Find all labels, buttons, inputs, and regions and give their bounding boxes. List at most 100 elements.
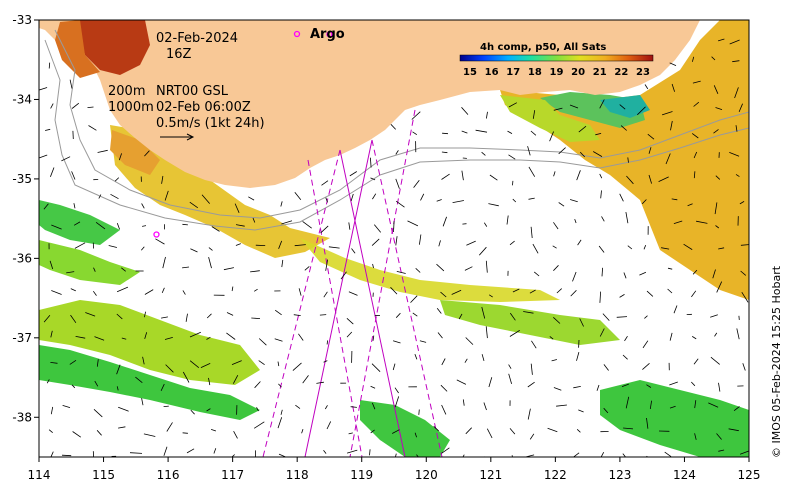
- current-vector: [692, 80, 701, 84]
- sst-patch-southeast-green: [600, 380, 749, 457]
- current-vector: [528, 166, 536, 177]
- current-vector: [483, 402, 487, 411]
- current-vectors: [39, 38, 749, 457]
- current-vector: [461, 107, 469, 115]
- current-vector: [114, 177, 120, 182]
- current-vector: [340, 271, 347, 280]
- current-vector: [441, 404, 447, 415]
- current-vector: [370, 385, 376, 389]
- current-vector: [70, 314, 77, 324]
- colorbar-tick-label: 19: [550, 67, 564, 78]
- colorbar-tick-label: 21: [593, 67, 607, 78]
- sst-patch-cape-orange-edge: [55, 20, 100, 78]
- current-vector: [348, 291, 358, 296]
- current-vector: [458, 313, 463, 320]
- current-vector: [96, 359, 99, 367]
- annotation-product: NRT00 GSL: [156, 84, 229, 99]
- current-vector: [93, 409, 103, 418]
- sst-patch-south-lime: [39, 300, 260, 385]
- current-vector: [667, 288, 673, 294]
- current-vector: [95, 221, 106, 230]
- x-tick-label: 118: [286, 468, 309, 482]
- current-vector: [71, 102, 80, 109]
- current-vector: [694, 400, 697, 409]
- colorbar-tick-label: 23: [636, 67, 650, 78]
- current-vector: [644, 84, 649, 90]
- current-vector: [231, 454, 235, 457]
- current-vector: [324, 405, 328, 410]
- y-tick-label: -37: [12, 331, 32, 345]
- current-vector: [485, 260, 488, 273]
- current-vector: [94, 336, 105, 341]
- x-axis: 114 115 116 117 118 119 120 121 122 123 124 125: [28, 457, 760, 482]
- current-vector: [739, 450, 749, 455]
- current-vector: [734, 87, 739, 99]
- x-tick-label: 119: [350, 468, 373, 482]
- current-vector: [570, 290, 577, 297]
- track-dashed-3: [349, 109, 416, 457]
- current-vector: [392, 363, 396, 371]
- current-vector: [211, 226, 220, 232]
- current-vector: [622, 354, 628, 360]
- current-vector: [226, 312, 234, 316]
- current-vector: [556, 404, 567, 407]
- current-vector: [626, 175, 634, 185]
- current-vector: [661, 111, 673, 116]
- current-vector: [440, 384, 448, 392]
- current-vector: [742, 363, 746, 371]
- x-tick-label: 122: [544, 468, 567, 482]
- track-solid-1: [304, 139, 373, 457]
- current-vector: [50, 103, 54, 109]
- colorbar-tick-label: 22: [614, 67, 628, 78]
- sst-patch-east-yellowgreen: [500, 95, 600, 142]
- current-vector: [206, 408, 211, 412]
- current-vector: [736, 328, 740, 340]
- current-vector: [304, 266, 310, 271]
- annotation-depth-200: 200m: [108, 84, 145, 99]
- current-vector: [412, 312, 418, 317]
- current-vector: [121, 337, 127, 340]
- current-vector: [553, 171, 556, 177]
- current-vector: [75, 336, 86, 339]
- current-vector: [603, 364, 609, 371]
- current-vector: [740, 270, 747, 276]
- current-vector: [694, 456, 695, 457]
- current-vector: [50, 167, 55, 177]
- current-vector: [717, 38, 725, 42]
- current-vector: [462, 399, 465, 406]
- current-vector: [373, 224, 382, 233]
- argo-float-marker: [326, 31, 333, 38]
- current-vector: [625, 212, 629, 224]
- current-vector: [712, 269, 716, 279]
- current-vector: [579, 318, 584, 327]
- current-vector: [93, 267, 96, 272]
- current-vector: [527, 146, 531, 156]
- current-vector: [527, 381, 535, 388]
- current-vector: [208, 247, 213, 251]
- current-vector: [294, 192, 302, 201]
- current-vector: [549, 336, 554, 340]
- current-vector: [206, 313, 212, 319]
- sst-patch-south-green: [39, 345, 260, 420]
- current-vector: [642, 363, 650, 370]
- current-vector: [691, 290, 697, 298]
- current-vector: [161, 316, 168, 319]
- current-vector: [569, 199, 578, 203]
- current-vector: [189, 331, 201, 338]
- current-vector: [603, 407, 609, 414]
- annotation-depth-1000: 1000m: [108, 100, 154, 115]
- current-vector: [508, 364, 512, 369]
- current-vector: [235, 224, 245, 227]
- current-vector: [370, 429, 375, 434]
- current-vector: [716, 281, 723, 293]
- current-vector: [94, 380, 99, 387]
- current-vector: [182, 371, 190, 383]
- current-vector: [278, 383, 282, 388]
- current-vector: [484, 456, 486, 457]
- current-vector: [475, 129, 488, 133]
- current-vector: [135, 376, 143, 384]
- annotation-product-time: 02-Feb 06:00Z: [156, 100, 251, 115]
- current-vector: [508, 373, 512, 385]
- land: [39, 20, 700, 188]
- current-vector: [256, 407, 259, 412]
